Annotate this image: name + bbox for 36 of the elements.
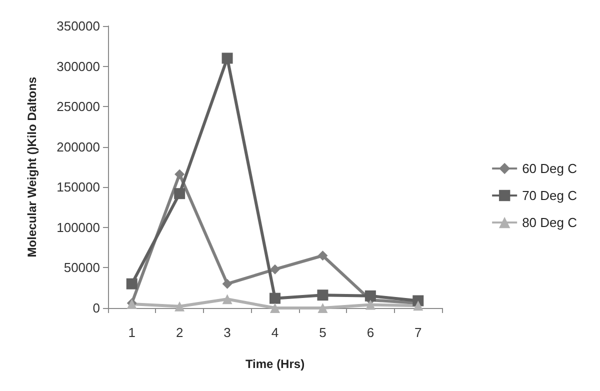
point <box>174 188 186 200</box>
y-tick-label: 350000 <box>56 18 100 34</box>
y-tick-label: 100000 <box>56 220 100 235</box>
point <box>270 292 280 304</box>
x-axis-title: Time (Hrs) <box>245 357 305 371</box>
x-tick-label: 4 <box>271 325 279 340</box>
legend-label: 60 Deg C <box>522 161 577 176</box>
y-tick-label: 0 <box>92 300 100 316</box>
point <box>222 278 232 289</box>
y-tick-label: 50000 <box>64 260 100 276</box>
point <box>413 300 424 311</box>
point <box>364 290 376 302</box>
y-axis-title: Molecular Weight ()Kilo Daltons <box>25 76 39 258</box>
y-tick-label: 300000 <box>56 58 100 74</box>
point <box>318 303 328 313</box>
x-tick-label: 6 <box>366 325 374 340</box>
point <box>174 301 185 312</box>
point <box>317 290 328 301</box>
point <box>222 52 233 64</box>
y-tick-label: 200000 <box>56 139 100 154</box>
x-tick-label: 7 <box>414 325 422 340</box>
x-tick-label: 3 <box>224 325 231 340</box>
x-tick-label: 5 <box>319 325 326 340</box>
point <box>318 250 328 261</box>
x-tick-label: 1 <box>128 325 136 340</box>
point <box>174 169 185 180</box>
point <box>270 264 280 274</box>
x-tick-label: 2 <box>176 325 184 340</box>
point <box>222 294 232 304</box>
point <box>365 300 376 310</box>
point <box>126 278 138 290</box>
point <box>270 303 280 313</box>
y-tick-label: 150000 <box>56 180 100 195</box>
y-tick-label: 250000 <box>56 99 100 114</box>
legend-label: 70 Deg C <box>522 188 577 203</box>
legend-label: 80 Deg C <box>522 215 577 230</box>
